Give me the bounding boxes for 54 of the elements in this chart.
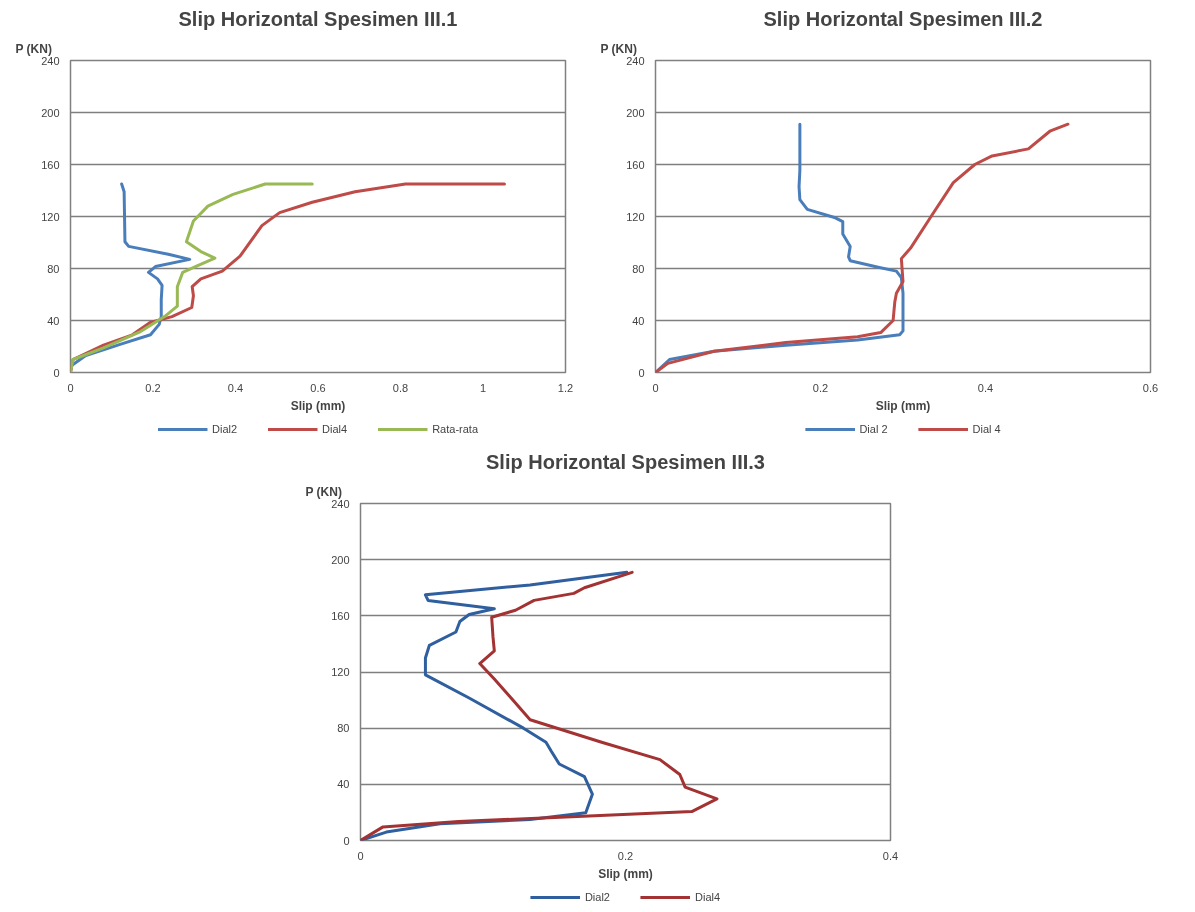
x-tick-label: 0.6 <box>310 381 326 394</box>
line-series <box>70 182 314 373</box>
y-tick-label: 80 <box>337 722 350 735</box>
y-tick-label: 240 <box>626 54 645 67</box>
x-axis-title: Slip (mm) <box>598 866 653 881</box>
y-tick-label: 80 <box>47 262 60 275</box>
x-axis-title: Slip (mm) <box>875 398 931 413</box>
chart-title: Slip Horizontal Spesimen III.2 <box>763 7 1043 30</box>
legend-label: Dial 4 <box>972 423 1001 435</box>
x-tick-label: 0.4 <box>882 849 899 862</box>
y-tick-label: 0 <box>638 366 645 379</box>
y-axis-title: P (KN) <box>600 41 637 56</box>
y-tick-label: 240 <box>41 54 60 67</box>
y-tick-label: 240 <box>331 497 350 510</box>
chart-title: Slip Horizontal Spesimen III.3 <box>486 450 765 473</box>
x-axis-title: Slip (mm) <box>290 398 346 413</box>
y-tick-label: 160 <box>41 158 60 171</box>
y-tick-label: 200 <box>41 106 60 119</box>
x-tick-label: 0.8 <box>392 381 409 394</box>
x-tick-label: 1 <box>479 381 487 394</box>
x-tick-label: 0.4 <box>977 381 994 394</box>
y-tick-label: 40 <box>47 314 60 327</box>
y-axis-title: P (KN) <box>305 484 342 499</box>
legend-label: Dial 2 <box>859 423 888 435</box>
y-tick-label: 160 <box>331 609 350 622</box>
y-tick-label: 200 <box>331 553 350 566</box>
y-tick-label: 0 <box>53 366 60 379</box>
y-tick-label: 160 <box>626 158 645 171</box>
chart-title: Slip Horizontal Spesimen III.1 <box>178 7 458 30</box>
x-tick-label: 0 <box>357 849 364 862</box>
x-tick-label: 0 <box>652 381 659 394</box>
legend-label: Dial2 <box>584 891 610 903</box>
y-tick-label: 40 <box>632 314 645 327</box>
x-tick-label: 0 <box>67 381 74 394</box>
legend-label: Dial4 <box>322 423 348 435</box>
x-tick-label: 0.4 <box>227 381 244 394</box>
y-axis-title: P (KN) <box>15 41 52 56</box>
legend-label: Rata-rata <box>432 423 479 435</box>
line-series <box>655 122 1070 373</box>
y-tick-label: 200 <box>626 106 645 119</box>
x-tick-label: 1.2 <box>557 381 574 394</box>
y-tick-label: 0 <box>343 834 350 847</box>
line-series <box>360 570 719 841</box>
x-tick-label: 0.2 <box>617 849 634 862</box>
y-tick-label: 120 <box>331 666 350 678</box>
legend-label: Dial4 <box>695 891 721 903</box>
x-tick-label: 0.2 <box>145 381 161 394</box>
x-tick-label: 0.2 <box>812 381 829 394</box>
y-tick-label: 80 <box>632 262 645 275</box>
x-tick-label: 0.6 <box>1142 381 1159 394</box>
legend-label: Dial2 <box>211 423 238 435</box>
y-tick-label: 120 <box>41 210 60 223</box>
y-tick-label: 120 <box>626 210 645 223</box>
y-tick-label: 40 <box>337 778 350 791</box>
